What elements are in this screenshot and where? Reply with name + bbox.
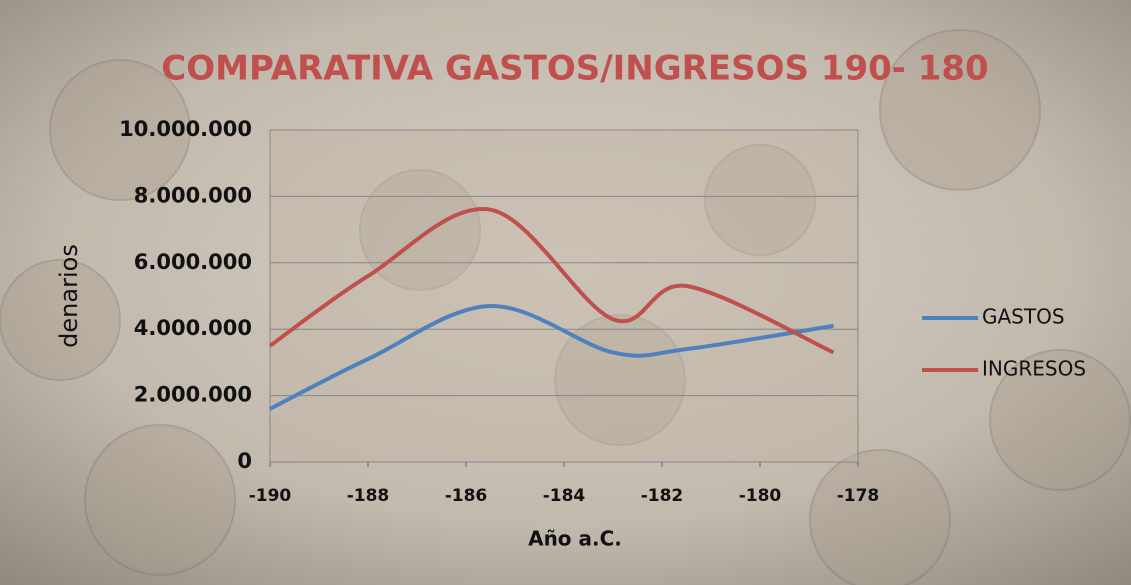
x-tick-label: -184 (543, 486, 586, 506)
legend-label: GASTOS (982, 305, 1065, 329)
y-axis-title: denarios (55, 244, 83, 348)
x-tick-label: -180 (739, 486, 782, 506)
x-tick-label: -178 (837, 486, 880, 506)
chart: COMPARATIVA GASTOS/INGRESOS 190- 180 Año… (0, 0, 1131, 585)
y-tick-label: 10.000.000 (119, 117, 252, 141)
y-tick-label: 2.000.000 (134, 383, 252, 407)
y-tick-label: 4.000.000 (134, 316, 252, 340)
chart-title: COMPARATIVA GASTOS/INGRESOS 190- 180 (161, 49, 988, 89)
x-tick-label: -186 (445, 486, 488, 506)
y-tick-label: 0 (237, 449, 252, 473)
plot-area (270, 130, 858, 462)
legend-label: INGRESOS (982, 357, 1086, 381)
x-tick-label: -190 (249, 486, 292, 506)
y-tick-label: 6.000.000 (134, 250, 252, 274)
x-tick-label: -188 (347, 486, 390, 506)
x-tick-label: -182 (641, 486, 684, 506)
y-tick-label: 8.000.000 (134, 183, 252, 207)
x-axis-title: Año a.C. (528, 527, 622, 551)
